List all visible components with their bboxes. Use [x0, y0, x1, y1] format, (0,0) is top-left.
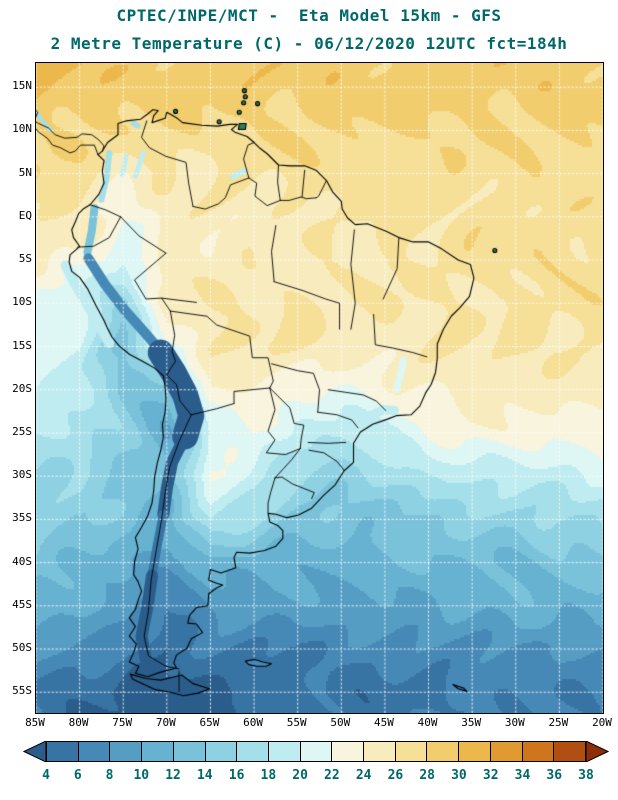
colorbar-cell [110, 742, 143, 761]
colorbar-cell [205, 742, 238, 761]
colorbar-tick-label: 22 [324, 768, 340, 783]
colorbar-tick-label: 14 [196, 768, 213, 783]
plot-area [35, 62, 604, 714]
lon-tick-label: 80W [68, 716, 89, 729]
colorbar-tick-label: 34 [514, 768, 531, 783]
lat-tick-label: 10S [12, 295, 32, 309]
colorbar-tick-label: 26 [387, 768, 404, 783]
colorbar-tick-label: 10 [133, 768, 150, 783]
lat-tick-label: 10N [12, 122, 32, 136]
lat-tick-label: 35S [12, 511, 32, 525]
colorbar-tick-label: 38 [578, 768, 594, 783]
colorbar-tick-label: 4 [42, 768, 50, 783]
lon-tick-label: 30W [504, 716, 525, 729]
lat-tick-label: 5N [18, 165, 32, 179]
colorbar-tick-label: 28 [419, 768, 435, 783]
colorbar-tick-label: 24 [355, 768, 372, 783]
colorbar-bar [46, 741, 586, 762]
colorbar-cell [300, 742, 333, 761]
colorbar-left-arrow [23, 741, 46, 762]
colorbar-tick-label: 8 [105, 768, 114, 783]
lon-tick-label: 75W [112, 716, 133, 729]
colorbar-cell [268, 742, 301, 761]
map-canvas [36, 63, 603, 713]
lon-tick-label: 70W [155, 716, 176, 729]
colorbar-cell [395, 742, 428, 761]
colorbar-tick-label: 20 [292, 768, 308, 783]
lat-tick-label: 5S [18, 252, 32, 266]
lat-tick-label: 40S [12, 554, 32, 568]
colorbar-cell [78, 742, 111, 761]
lon-tick-label: 60W [243, 716, 263, 729]
title-line-1: CPTEC/INPE/MCT - Eta Model 15km - GFS [116, 6, 502, 25]
colorbar-cell [522, 742, 555, 761]
colorbar-tick-label: 6 [73, 768, 82, 783]
lon-tick-label: 65W [199, 716, 220, 729]
colorbar-cell [142, 742, 174, 761]
lat-tick-label: 55S [12, 684, 32, 698]
lat-tick-label: EQ [18, 208, 32, 222]
lon-tick-label: 45W [373, 716, 394, 729]
colorbar-tick-label: 30 [451, 768, 467, 783]
colorbar-cell [332, 742, 365, 761]
colorbar-right-arrow [586, 741, 609, 762]
colorbar-tick-label: 12 [165, 768, 181, 783]
lat-tick-label: 20S [12, 381, 32, 395]
lon-tick-label: 40W [417, 716, 438, 729]
colorbar-tick-label: 18 [260, 768, 277, 783]
colorbar: 4 6 8 10 12 14 16 18 20 22 24 26 28 30 32 34 36 38 [0, 739, 618, 795]
colorbar-tick-label: 32 [482, 768, 499, 783]
colorbar-cell [490, 742, 523, 761]
colorbar-cell [47, 742, 79, 761]
title-line-2: 2 Metre Temperature (C) - 06/12/2020 12U… [50, 34, 568, 53]
lat-tick-label: 30S [12, 468, 32, 482]
colorbar-cell [459, 742, 491, 761]
colorbar-cell [427, 742, 460, 761]
colorbar-cell [173, 742, 206, 761]
lon-tick-label: 50W [330, 716, 351, 729]
lat-tick-label: 15N [12, 79, 32, 93]
lon-tick-label: 25W [548, 716, 569, 729]
lon-tick-label: 85W [25, 716, 45, 729]
lat-tick-label: 45S [12, 597, 32, 611]
lat-tick-label: 15S [12, 338, 32, 352]
lon-tick-label: 55W [286, 716, 307, 729]
colorbar-cell [554, 742, 585, 761]
lon-tick-label: 35W [461, 716, 482, 729]
lon-tick-label: 20W [592, 716, 612, 729]
colorbar-tick-label: 16 [228, 768, 245, 783]
colorbar-cell [237, 742, 269, 761]
colorbar-tick-label: 36 [546, 768, 563, 783]
lat-tick-label: 25S [12, 424, 32, 438]
lat-tick-label: 50S [12, 641, 32, 655]
colorbar-cell [364, 742, 396, 761]
